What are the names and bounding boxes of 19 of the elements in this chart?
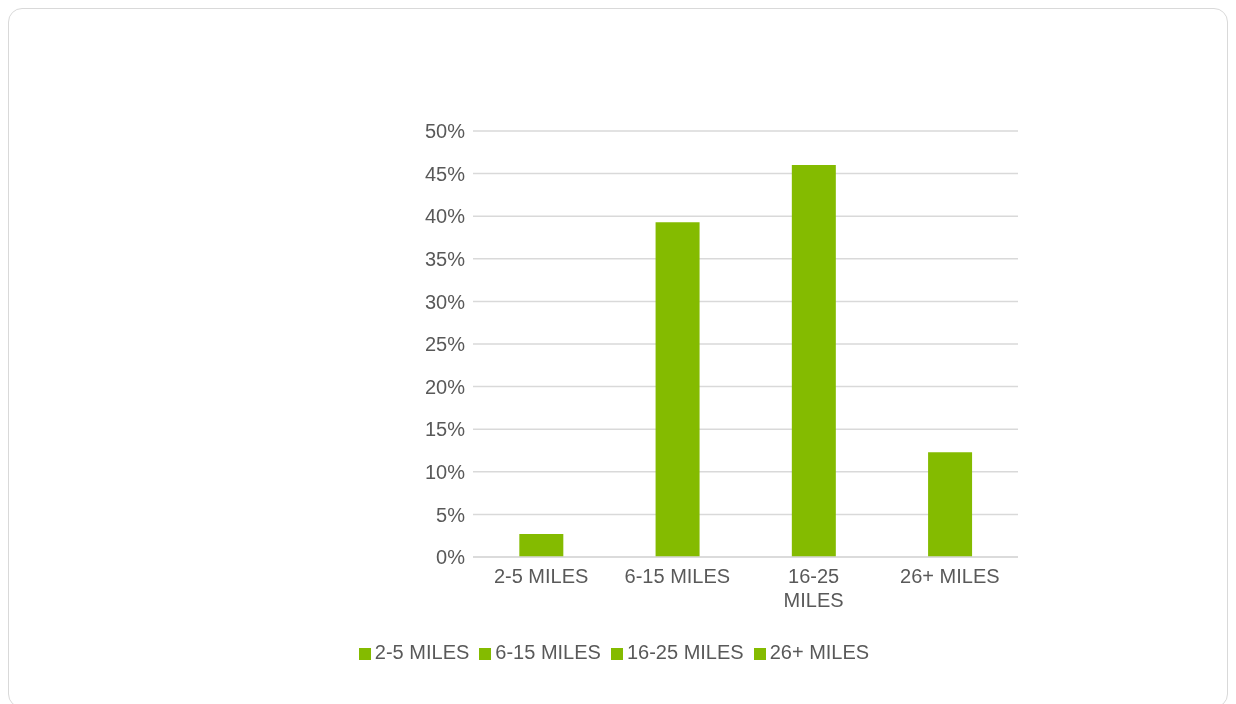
legend-label: 16-25 MILES <box>626 641 744 663</box>
y-tick-label: 30% <box>424 290 466 313</box>
legend-label: 6-15 MILES <box>495 641 601 663</box>
y-tick-label: 50% <box>424 120 466 143</box>
y-tick-label: 35% <box>424 247 466 270</box>
y-tick-label: 25% <box>424 333 466 356</box>
y-tick-label: 10% <box>424 460 466 483</box>
legend-label: 2-5 MILES <box>374 641 470 663</box>
y-tick-label: 0% <box>436 546 466 569</box>
y-tick-label: 40% <box>424 205 466 228</box>
x-tick-label: 2-5 MILES <box>493 565 589 587</box>
x-tick-label: 16-25 MILES <box>783 565 844 611</box>
y-tick-label: 20% <box>424 375 466 398</box>
y-tick-label: 15% <box>424 418 466 441</box>
x-tick-label: 6-15 MILES <box>624 565 731 587</box>
legend-label: 26+ MILES <box>769 641 870 663</box>
y-tick-label: 45% <box>424 162 466 185</box>
x-tick-label: 26+ MILES <box>900 565 1000 587</box>
y-tick-label: 5% <box>436 503 466 526</box>
